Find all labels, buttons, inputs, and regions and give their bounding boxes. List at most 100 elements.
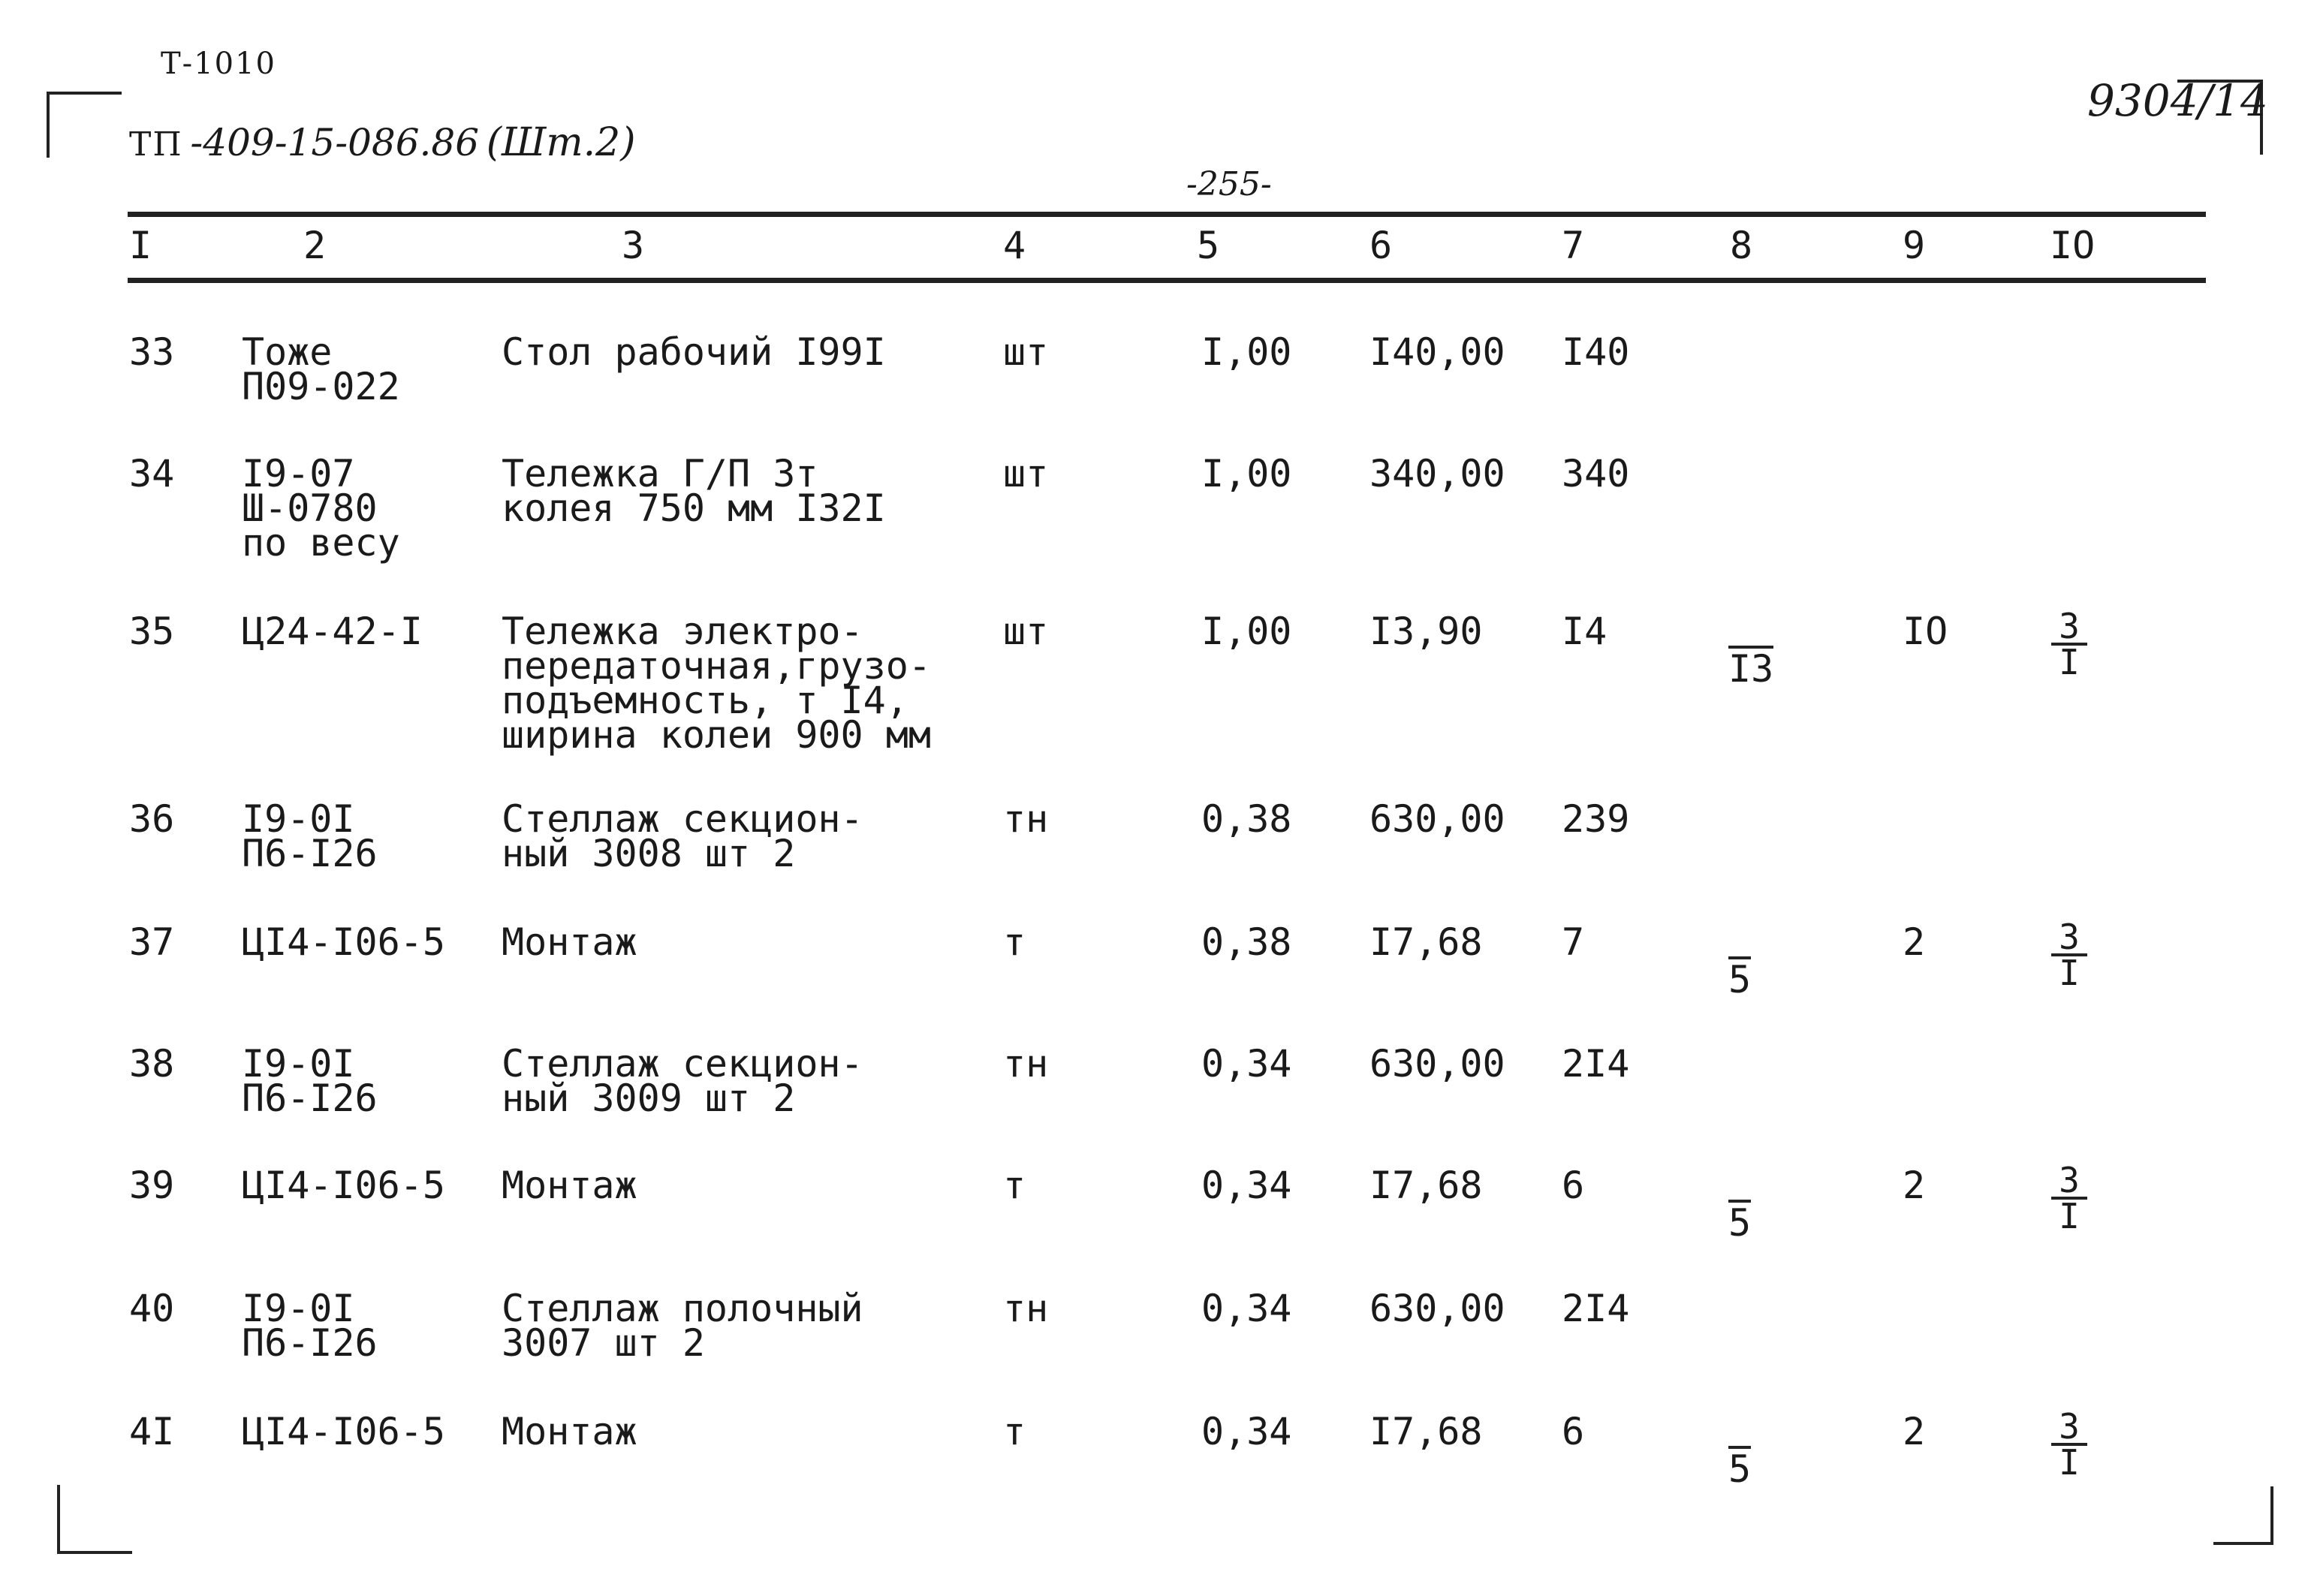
- line: ный 3009 шт 2: [502, 1077, 796, 1120]
- total-cost: 6: [1562, 1164, 1585, 1207]
- overline: [1728, 956, 1752, 959]
- unit-price: I7,68: [1369, 920, 1483, 964]
- unit: тн: [1003, 1042, 1049, 1086]
- item-name: Тележка Г/П 3т колея 750 мм I32I: [502, 452, 886, 527]
- unit-price: I3,90: [1369, 610, 1483, 653]
- col9-value: 2: [1903, 1410, 1926, 1453]
- line: Монтаж: [502, 1410, 637, 1453]
- norm-code: Тоже П09-022: [242, 333, 400, 408]
- col8-value: I3: [1728, 646, 1774, 691]
- line: I9-0I: [242, 797, 355, 841]
- quantity: I,00: [1201, 330, 1292, 374]
- norm-code: Ц24-42-I: [242, 610, 423, 653]
- unit: шт: [1003, 330, 1049, 374]
- line: I9-0I: [242, 1042, 355, 1086]
- table-header-rule: [128, 278, 2206, 283]
- col8-value: 5: [1728, 956, 1752, 1001]
- norm-code: I9-07 Ш-0780 по весу: [242, 452, 400, 562]
- document-number: 9304/14: [2087, 75, 2268, 126]
- unit-price: I7,68: [1369, 1164, 1483, 1207]
- fraction-numerator: 3: [2059, 1160, 2080, 1200]
- quantity: 0,38: [1201, 797, 1292, 841]
- line: I9-07: [242, 452, 355, 495]
- line: П6-I26: [242, 832, 378, 875]
- line: П09-022: [242, 365, 400, 408]
- corner-mark-top-left: [47, 92, 122, 158]
- line: ЦI4-I06-5: [242, 1410, 445, 1453]
- fraction-bar: [2051, 643, 2087, 646]
- item-name: Стол рабочий I99I: [502, 330, 886, 374]
- unit: т: [1003, 1164, 1026, 1207]
- line: Ц24-42-I: [242, 610, 423, 653]
- col-header-4: 4: [1003, 224, 1026, 267]
- row-number: 35: [129, 610, 175, 653]
- quantity: 0,34: [1201, 1410, 1292, 1453]
- col-header-5: 5: [1197, 224, 1220, 267]
- line: ЦI4-I06-5: [242, 920, 445, 964]
- line: Стеллаж секцион-: [502, 1042, 863, 1086]
- col8-text: 5: [1728, 1201, 1752, 1245]
- row-number: 37: [129, 920, 175, 964]
- norm-code: I9-0I П6-I26: [242, 1042, 378, 1120]
- col8-text: I3: [1728, 647, 1774, 691]
- unit-price: I7,68: [1369, 1410, 1483, 1453]
- col8-text: 5: [1728, 958, 1752, 1001]
- col-header-2: 2: [303, 224, 327, 267]
- corner-mark-bottom-left: [57, 1485, 132, 1554]
- fraction-numerator: 3: [2059, 1406, 2080, 1447]
- fraction-denominator: I: [2059, 642, 2080, 682]
- col-header-6: 6: [1369, 224, 1393, 267]
- quantity: I,00: [1201, 610, 1292, 653]
- col-header-9: 9: [1903, 224, 1926, 267]
- line: П6-I26: [242, 1321, 378, 1365]
- unit: шт: [1003, 610, 1049, 653]
- norm-code: I9-0I П6-I26: [242, 1290, 378, 1365]
- quantity: 0,34: [1201, 1287, 1292, 1330]
- total-cost: I40: [1562, 330, 1630, 374]
- line: П6-I26: [242, 1077, 378, 1120]
- album-mark: (Шт.2): [486, 120, 636, 165]
- fraction-denominator: I: [2059, 953, 2080, 993]
- norm-code: ЦI4-I06-5: [242, 1164, 445, 1207]
- line: Тележка Г/П 3т: [502, 452, 818, 495]
- project-number: -409-15-086.86: [190, 121, 480, 164]
- line: Монтаж: [502, 920, 637, 964]
- quantity: 0,34: [1201, 1164, 1292, 1207]
- line: ширина колеи 900 мм: [502, 713, 931, 757]
- quantity: I,00: [1201, 452, 1292, 495]
- col8-text: 5: [1728, 1447, 1752, 1491]
- line: передаточная,грузо-: [502, 644, 931, 688]
- sheet-code: Т-1010: [161, 47, 276, 81]
- item-name: Стеллаж полочный 3007 шт 2: [502, 1290, 863, 1362]
- item-name: Монтаж: [502, 1410, 637, 1453]
- row-number: 36: [129, 797, 175, 841]
- fraction-denominator: I: [2059, 1442, 2080, 1483]
- line: Стол рабочий I99I: [502, 330, 886, 374]
- unit-price: 630,00: [1369, 1287, 1505, 1330]
- row-number: 39: [129, 1164, 175, 1207]
- total-cost: 2I4: [1562, 1287, 1630, 1330]
- row-number: 40: [129, 1287, 175, 1330]
- item-name: Стеллаж секцион-ный 3008 шт 2: [502, 800, 863, 875]
- norm-code: ЦI4-I06-5: [242, 920, 445, 964]
- overline: [1728, 646, 1774, 649]
- project-title: ТП -409-15-086.86 (Шт.2): [129, 120, 636, 165]
- item-name: Стеллаж секцион-ный 3009 шт 2: [502, 1042, 863, 1120]
- row-number: 34: [129, 452, 175, 495]
- norm-code: ЦI4-I06-5: [242, 1410, 445, 1453]
- line: ЦI4-I06-5: [242, 1164, 445, 1207]
- corner-mark-top-right: [2177, 80, 2263, 155]
- total-cost: 239: [1562, 797, 1630, 841]
- line: ный 3008 шт 2: [502, 832, 796, 875]
- fraction-bar: [2051, 953, 2087, 956]
- total-cost: 6: [1562, 1410, 1585, 1453]
- col8-value: 5: [1728, 1446, 1752, 1491]
- col-header-8: 8: [1730, 224, 1753, 267]
- col-header-1: I: [129, 224, 152, 267]
- row-number: 4I: [129, 1410, 175, 1453]
- page-number: -255-: [1186, 165, 1272, 203]
- col-header-10: IO: [2050, 224, 2096, 267]
